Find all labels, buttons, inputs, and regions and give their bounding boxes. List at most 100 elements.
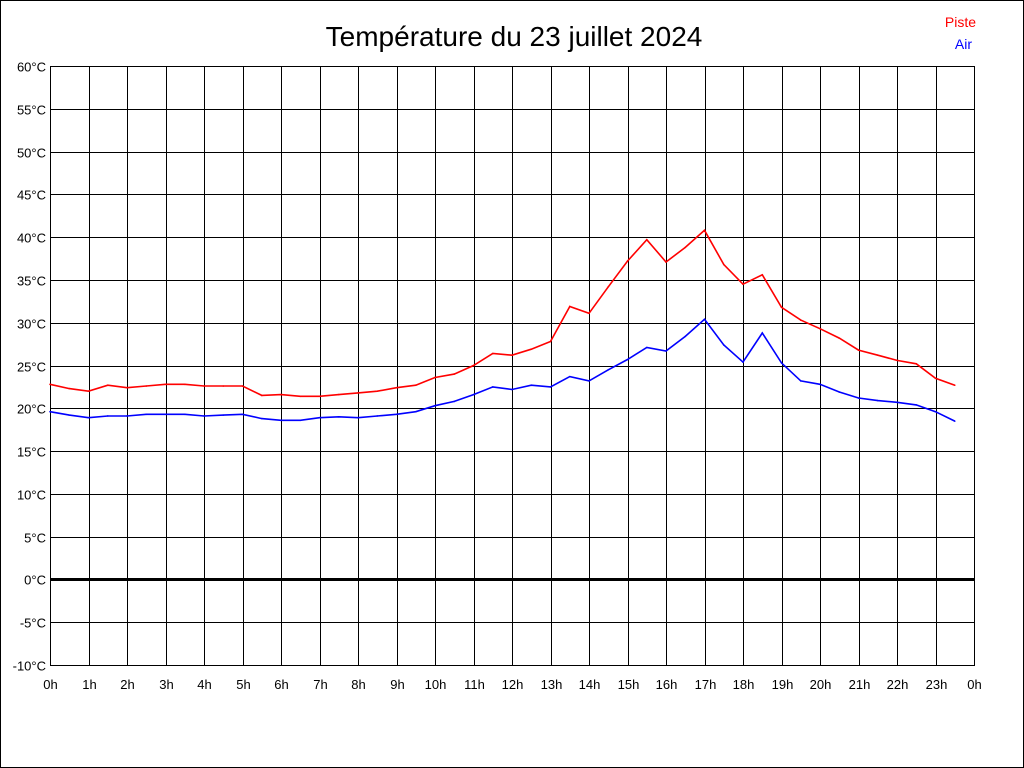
data-point-air xyxy=(126,415,128,417)
data-point-piste xyxy=(126,386,128,389)
data-point-piste xyxy=(318,395,321,398)
y-tick-label: 35°C xyxy=(17,274,46,289)
data-point-piste xyxy=(260,394,263,397)
data-point-air xyxy=(838,391,841,393)
data-point-air xyxy=(68,414,71,416)
data-point-air xyxy=(299,419,302,422)
data-point-piste xyxy=(819,327,821,330)
data-point-air xyxy=(934,410,937,413)
x-tick-label: 19h xyxy=(772,677,794,692)
x-tick-label: 18h xyxy=(733,677,755,692)
data-point-air xyxy=(703,318,706,321)
data-point-air xyxy=(799,380,802,382)
x-tick-label: 3h xyxy=(159,677,173,692)
data-point-air xyxy=(857,397,860,399)
x-tick-label: 5h xyxy=(236,677,250,692)
y-tick-label: 60°C xyxy=(17,60,46,75)
x-tick-label: 23h xyxy=(926,677,948,692)
data-point-air xyxy=(491,386,494,388)
series-line-air xyxy=(49,318,956,422)
data-point-air xyxy=(665,350,667,352)
data-point-air xyxy=(607,368,610,371)
x-tick-label: 13h xyxy=(541,677,563,692)
x-tick-label: 1h xyxy=(82,677,96,692)
data-point-air xyxy=(280,419,282,422)
data-point-air xyxy=(511,388,513,391)
y-tick-label: 30°C xyxy=(17,317,46,332)
y-tick-label: 55°C xyxy=(17,103,46,118)
data-point-piste xyxy=(780,306,783,309)
y-tick-label: 45°C xyxy=(17,188,46,203)
data-point-piste xyxy=(280,393,282,396)
data-point-piste xyxy=(742,283,744,286)
data-point-piste xyxy=(799,319,802,321)
x-tick-label: 9h xyxy=(390,677,404,692)
x-tick-label: 6h xyxy=(274,677,288,692)
data-point-piste xyxy=(549,340,552,343)
x-tick-label: 21h xyxy=(849,677,871,692)
data-point-piste xyxy=(530,348,533,351)
data-point-piste xyxy=(645,238,648,241)
data-point-air xyxy=(530,384,533,386)
y-tick-label: 20°C xyxy=(17,402,46,417)
data-point-piste xyxy=(241,385,244,387)
data-point-air xyxy=(434,404,436,407)
data-point-piste xyxy=(896,359,898,362)
data-point-piste xyxy=(145,385,148,387)
data-point-piste xyxy=(183,383,186,386)
data-point-air xyxy=(684,335,687,338)
y-tick-label: -5°C xyxy=(20,616,46,631)
data-point-piste xyxy=(684,246,687,249)
data-point-air xyxy=(414,410,417,413)
data-point-air xyxy=(376,415,379,417)
data-point-piste xyxy=(838,337,841,339)
data-point-air xyxy=(222,414,225,416)
x-tick-label: 15h xyxy=(618,677,640,692)
x-tick-label: 11h xyxy=(464,677,485,692)
x-tick-label: 2h xyxy=(120,677,134,692)
data-point-air xyxy=(453,400,456,403)
data-point-piste xyxy=(626,260,629,262)
data-point-air xyxy=(87,416,90,419)
x-tick-label: 0h xyxy=(967,677,981,692)
chart-title: Température du 23 juillet 2024 xyxy=(326,21,703,52)
data-point-air xyxy=(241,413,244,416)
data-point-piste xyxy=(588,312,590,315)
y-tick-label: 25°C xyxy=(17,360,46,375)
data-point-piste xyxy=(376,390,379,392)
x-tick-label: 16h xyxy=(656,677,678,692)
data-point-piste xyxy=(607,285,610,288)
data-point-air xyxy=(588,380,590,382)
data-point-air xyxy=(876,399,879,402)
data-point-piste xyxy=(49,383,51,386)
x-tick-label: 12h xyxy=(502,677,524,692)
x-tick-label: 4h xyxy=(197,677,211,692)
data-point-piste xyxy=(722,263,725,266)
data-point-piste xyxy=(337,393,340,396)
data-point-air xyxy=(780,362,783,364)
x-tick-label: 22h xyxy=(887,677,909,692)
data-point-air xyxy=(164,413,167,416)
data-point-piste xyxy=(511,354,513,357)
data-point-piste xyxy=(164,383,167,386)
data-point-piste xyxy=(703,229,706,232)
data-point-piste xyxy=(68,387,71,390)
y-tick-label: 40°C xyxy=(17,231,46,246)
series-line-piste xyxy=(49,229,956,398)
data-point-piste xyxy=(915,362,918,365)
data-point-air xyxy=(472,393,475,396)
y-tick-label: 15°C xyxy=(17,445,46,460)
x-tick-label: 8h xyxy=(351,677,365,692)
data-point-piste xyxy=(665,261,667,263)
data-point-piste xyxy=(106,384,109,386)
data-point-piste xyxy=(395,386,398,389)
data-point-air xyxy=(145,413,148,416)
data-point-air xyxy=(357,416,359,419)
data-point-air xyxy=(106,415,109,417)
data-point-piste xyxy=(357,392,359,394)
data-point-air xyxy=(260,417,263,420)
data-point-air xyxy=(722,344,725,346)
data-point-piste xyxy=(491,352,494,355)
data-point-air xyxy=(203,415,205,417)
